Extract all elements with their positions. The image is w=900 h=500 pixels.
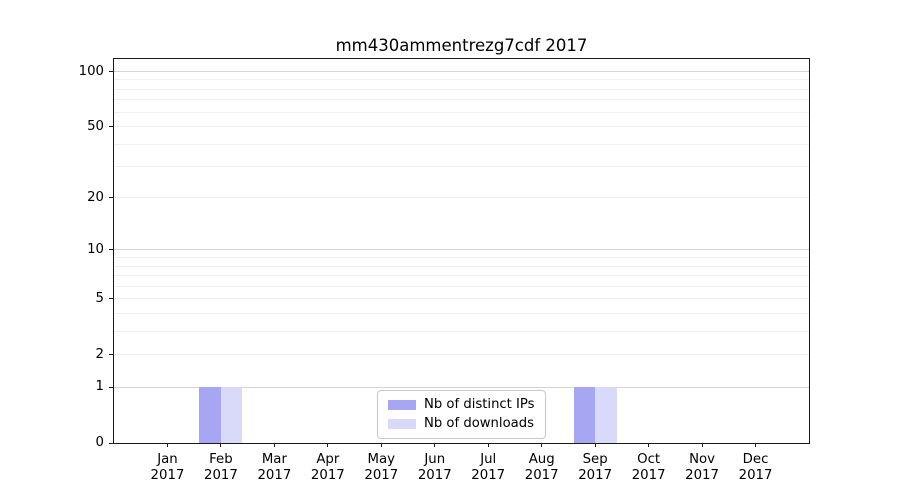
- y-gridline-major: [114, 249, 809, 251]
- bar-distinct-ips: [573, 387, 596, 443]
- x-tick-mark: [434, 443, 436, 447]
- x-tick-mark: [220, 443, 222, 447]
- y-gridline-minor: [114, 88, 809, 90]
- y-gridline-minor: [114, 99, 809, 101]
- y-gridline-major: [114, 386, 809, 388]
- x-tick-label: Nov 2017: [685, 452, 719, 483]
- y-tick-label: 20: [87, 189, 104, 205]
- legend-row-distinct-ips: Nb of distinct IPs: [388, 397, 535, 413]
- y-tick-mark: [109, 442, 113, 444]
- x-tick-label: Sep 2017: [578, 452, 613, 483]
- y-tick-mark: [109, 126, 113, 128]
- y-tick-mark: [109, 354, 113, 356]
- y-gridline-minor: [114, 143, 809, 145]
- plot-area: Nb of distinct IPs Nb of downloads 0 1 2 5 1…: [79, 58, 810, 483]
- x-tick-label: Feb 2017: [204, 452, 238, 483]
- legend: Nb of distinct IPs Nb of downloads: [377, 390, 546, 439]
- y-tick-label: 1: [95, 379, 104, 395]
- x-tick-mark: [487, 443, 489, 447]
- y-gridline-minor: [114, 197, 809, 199]
- x-tick-mark: [166, 443, 168, 447]
- x-tick-mark: [701, 443, 703, 447]
- y-gridline-minor: [114, 79, 809, 81]
- x-tick-label: Oct 2017: [631, 452, 666, 483]
- x-tick-mark: [380, 443, 382, 447]
- y-gridline-major: [114, 71, 809, 73]
- y-tick-mark: [109, 386, 113, 388]
- bar-distinct-ips: [199, 387, 221, 443]
- y-gridline-minor: [114, 275, 809, 277]
- x-tick-label: Jun 2017: [417, 452, 452, 483]
- y-tick-mark: [109, 71, 113, 73]
- y-tick-label: 50: [87, 118, 104, 134]
- y-gridline-minor: [114, 298, 809, 300]
- y-tick-label: 10: [87, 241, 104, 257]
- y-gridline-minor: [114, 312, 809, 314]
- y-gridline-minor: [114, 166, 809, 168]
- y-gridline-minor: [114, 354, 809, 356]
- chart-title: mm430ammentrezg7cdf 2017: [335, 36, 588, 55]
- y-gridline-minor: [114, 285, 809, 287]
- y-tick-label: 5: [95, 290, 104, 306]
- y-tick-label: 2: [95, 346, 104, 362]
- x-tick-mark: [327, 443, 329, 447]
- legend-row-downloads: Nb of downloads: [388, 416, 535, 432]
- x-tick-label: Mar 2017: [257, 452, 292, 483]
- x-tick-label: Apr 2017: [310, 452, 345, 483]
- y-tick-mark: [109, 249, 113, 251]
- x-tick-mark: [541, 443, 543, 447]
- x-tick-label: Aug 2017: [524, 452, 559, 483]
- y-tick-mark: [109, 197, 113, 199]
- x-tick-label: May 2017: [364, 452, 399, 483]
- x-tick-label: Dec 2017: [738, 452, 773, 483]
- y-gridline-minor: [114, 330, 809, 332]
- legend-swatch-distinct-ips: [388, 400, 416, 410]
- legend-label-distinct-ips: Nb of distinct IPs: [424, 397, 535, 412]
- y-gridline-minor: [114, 265, 809, 267]
- legend-label-downloads: Nb of downloads: [424, 416, 534, 431]
- legend-swatch-downloads: [388, 419, 416, 429]
- y-gridline-minor: [114, 257, 809, 259]
- x-tick-mark: [648, 443, 650, 447]
- y-tick-label: 0: [95, 435, 104, 450]
- x-tick-label: Jul 2017: [471, 452, 506, 483]
- y-gridline-minor: [114, 111, 809, 113]
- x-tick-label: Jan 2017: [150, 452, 185, 483]
- y-gridline-minor: [114, 126, 809, 128]
- bar-downloads: [595, 387, 617, 443]
- y-tick-mark: [109, 298, 113, 300]
- y-tick-label: 100: [78, 63, 104, 79]
- x-tick-mark: [273, 443, 275, 447]
- x-tick-mark: [755, 443, 757, 447]
- bar-downloads: [220, 387, 243, 443]
- x-tick-mark: [594, 443, 596, 447]
